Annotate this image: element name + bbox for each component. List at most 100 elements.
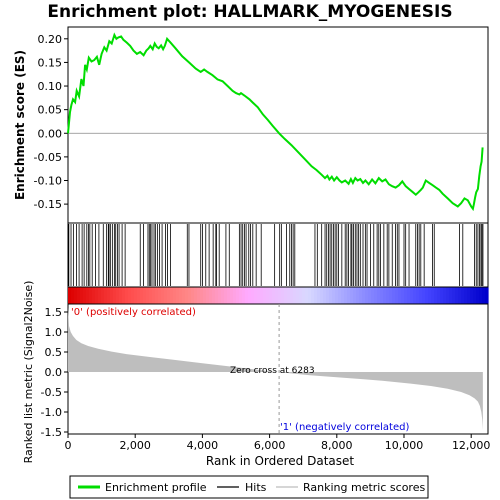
gradient-segment: [428, 287, 432, 304]
ranking-metric-area: [68, 307, 483, 430]
gradient-segment: [170, 287, 174, 304]
negative-correlation-label: '1' (negatively correlated): [280, 422, 409, 433]
gradient-segment: [317, 287, 321, 304]
gradient-segment: [230, 287, 234, 304]
gradient-segment: [302, 287, 306, 304]
gradient-segment: [83, 287, 87, 304]
gradient-segment: [275, 287, 279, 304]
gradient-segment: [434, 287, 438, 304]
es-tick-label: -0.05: [34, 151, 62, 164]
x-tick-label: 2,000: [119, 439, 151, 452]
gradient-segment: [110, 287, 114, 304]
gradient-segment: [197, 287, 201, 304]
gradient-segment: [308, 287, 312, 304]
metric-axis-label: Ranked list metric (Signal2Noise): [22, 281, 35, 464]
gradient-segment: [194, 287, 198, 304]
gradient-segment: [182, 287, 186, 304]
gradient-segment: [404, 287, 408, 304]
gradient-segment: [329, 287, 333, 304]
gradient-segment: [419, 287, 423, 304]
gradient-segment: [221, 287, 225, 304]
gradient-segment: [80, 287, 84, 304]
es-tick-label: 0.10: [38, 80, 63, 93]
gradient-segment: [239, 287, 243, 304]
gradient-segment: [143, 287, 147, 304]
gradient-segment: [392, 287, 396, 304]
gradient-segment: [449, 287, 453, 304]
es-tick-label: 0.00: [38, 127, 63, 140]
gradient-segment: [284, 287, 288, 304]
gradient-bar: [67, 286, 489, 305]
gradient-segment: [353, 287, 357, 304]
gradient-segment: [224, 287, 228, 304]
gradient-segment: [71, 287, 75, 304]
x-tick-label: 12,000: [452, 439, 491, 452]
gradient-segment: [203, 287, 207, 304]
gradient-segment: [440, 287, 444, 304]
gradient-segment: [332, 287, 336, 304]
gradient-segment: [320, 287, 324, 304]
gradient-segment: [104, 287, 108, 304]
gradient-segment: [296, 287, 300, 304]
gradient-segment: [122, 287, 126, 304]
gradient-segment: [371, 287, 375, 304]
es-profile-line: [67, 32, 484, 212]
metric-tick-label: 1.5: [45, 306, 63, 319]
positive-correlation-label: '0' (positively correlated): [71, 307, 196, 318]
gradient-segment: [299, 287, 303, 304]
gradient-segment: [209, 287, 213, 304]
gradient-segment: [137, 287, 141, 304]
legend: Enrichment profile Hits Ranking metric s…: [69, 475, 429, 499]
gradient-segment: [254, 287, 258, 304]
gradient-segment: [173, 287, 177, 304]
gradient-segment: [476, 287, 480, 304]
x-tick-label: 0: [65, 439, 72, 452]
gradient-segment: [98, 287, 102, 304]
gradient-segment: [314, 287, 318, 304]
es-tick-label: 0.05: [38, 104, 63, 117]
es-panel: -0.15 -0.10 -0.05 0.00 0.05 0.10 0.15 0.20 Enri…: [13, 26, 489, 224]
gradient-segment: [206, 287, 210, 304]
gradient-segment: [467, 287, 471, 304]
gradient-segment: [443, 287, 447, 304]
gradient-segment: [188, 287, 192, 304]
gradient-segment: [452, 287, 456, 304]
gradient-segment: [128, 287, 132, 304]
gradient-segment: [416, 287, 420, 304]
gradient-segment: [347, 287, 351, 304]
gradient-segment: [257, 287, 261, 304]
gradient-segment: [251, 287, 255, 304]
gradient-segment: [95, 287, 99, 304]
metric-tick-label: 0.5: [45, 346, 63, 359]
gradient-segment: [272, 287, 276, 304]
gradient-segment: [86, 287, 90, 304]
gradient-segment: [365, 287, 369, 304]
gradient-segment: [377, 287, 381, 304]
gradient-segment: [326, 287, 330, 304]
gradient-segment: [410, 287, 414, 304]
gradient-segment: [338, 287, 342, 304]
legend-label-metric: Ranking metric scores: [303, 481, 425, 494]
gradient-segment: [233, 287, 237, 304]
gradient-segment: [215, 287, 219, 304]
x-tick-label: 4,000: [187, 439, 219, 452]
gradient-segment: [431, 287, 435, 304]
gradient-segment: [164, 287, 168, 304]
gradient-segment: [227, 287, 231, 304]
gradient-segment: [125, 287, 129, 304]
gradient-segment: [437, 287, 441, 304]
es-tick-label: 0.15: [38, 56, 63, 69]
gradient-segment: [116, 287, 120, 304]
gradient-segment: [344, 287, 348, 304]
gradient-segment: [200, 287, 204, 304]
es-tick-label: -0.10: [34, 174, 62, 187]
gradient-segment: [149, 287, 153, 304]
chart-title: Enrichment plot: HALLMARK_MYOGENESIS: [47, 2, 452, 22]
es-tick-label: -0.15: [34, 198, 62, 211]
gradient-segment: [311, 287, 315, 304]
gradient-segment: [134, 287, 138, 304]
gradient-segment: [305, 287, 309, 304]
gradient-segment: [89, 287, 93, 304]
gradient-segment: [245, 287, 249, 304]
